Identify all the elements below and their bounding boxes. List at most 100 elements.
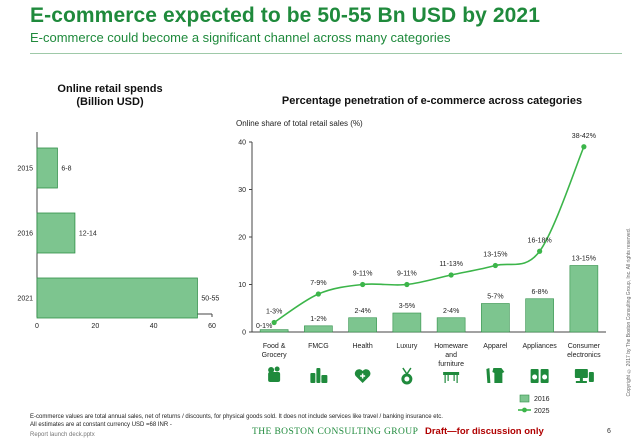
bar-2016 (569, 265, 599, 333)
page-title: E-commerce expected to be 50-55 Bn USD b… (30, 4, 540, 27)
bar-2016 (525, 298, 554, 333)
page-number: 6 (607, 428, 611, 435)
category-label: Luxury (396, 343, 418, 350)
category-label-line: furniture (438, 361, 464, 368)
legend-2025-label: 2025 (534, 408, 550, 415)
category-label: 2016 (17, 231, 33, 238)
y-tick-label: 40 (238, 140, 246, 147)
bar-2016-value-label: 1-2% (310, 316, 326, 323)
x-tick-label: 0 (35, 323, 39, 330)
appliances-washer-icon (530, 369, 549, 383)
category-label-line: Apparel (483, 343, 508, 350)
right-chart-title: Percentage penetration of e-commerce acr… (281, 95, 583, 107)
point-2025-value-label: 9-11% (353, 271, 373, 278)
y-tick-label: 10 (238, 282, 246, 289)
bar-value-label: 12-14 (79, 231, 97, 238)
bar-2016-value-label: 6-8% (531, 289, 547, 296)
point-2025 (404, 281, 410, 288)
x-tick-label: 60 (208, 323, 216, 330)
category-label: 2021 (17, 296, 33, 303)
apparel-clothes-icon (486, 368, 505, 383)
legend-2016-label: 2016 (534, 396, 550, 403)
bar-2016 (481, 303, 510, 333)
category-label-line: Health (353, 343, 373, 350)
point-2025-value-label: 9-11% (397, 271, 417, 278)
bar-2016-value-label: 3-5% (399, 303, 415, 310)
draft-label: Draft—for discussion only (425, 426, 544, 437)
point-2025 (492, 262, 498, 269)
y-tick-label: 20 (238, 235, 246, 242)
bar-2016-value-label: 5-7% (487, 294, 503, 301)
left-chart-title-line-2: (Billion USD) (76, 96, 144, 108)
category-label: 2015 (17, 166, 33, 173)
y-tick-label: 30 (238, 187, 246, 194)
category-label: Homeware and furniture (434, 343, 468, 368)
y-tick-label: 0 (242, 330, 246, 337)
point-2025-value-label: 11-13% (439, 261, 463, 268)
category-label: Consumer electronics (567, 343, 601, 359)
bar-2016-value-label: 2-4% (443, 308, 459, 315)
category-label: Apparel (483, 343, 508, 350)
bar-2016 (436, 317, 466, 333)
point-2025 (581, 144, 587, 150)
online-retail-spends-chart: 0 20 40 60 2015 6-8 2016 12-14 2021 50-55 (17, 132, 219, 330)
header-divider (30, 53, 622, 54)
page-subtitle: E-commerce could become a significant ch… (30, 30, 451, 45)
category-label-line: Food & (263, 343, 286, 350)
bar-2016 (259, 329, 289, 333)
category-label-line: Homeware (434, 343, 468, 350)
point-2025 (271, 319, 277, 326)
bar-value-label: 6-8 (61, 166, 71, 173)
ecommerce-penetration-chart: Online share of total retail sales (%) 0 1… (236, 119, 606, 415)
point-2025 (448, 272, 454, 278)
point-2025-value-label: 1-3% (266, 309, 282, 316)
point-2025 (360, 281, 366, 288)
x-tick-label: 40 (150, 323, 158, 330)
bar-2016 (392, 312, 422, 333)
point-2025-value-label: 38-42% (572, 133, 596, 140)
footnote-filename: Report launch deck.pptx (30, 432, 95, 438)
homeware-table-icon (443, 372, 460, 383)
point-2025 (315, 291, 321, 297)
category-label-line: Grocery (262, 352, 287, 359)
luxury-medal-icon (401, 367, 413, 385)
category-label-line: Luxury (396, 343, 418, 350)
fmcg-bottles-icon (310, 368, 328, 383)
company-logo-text: THE BOSTON CONSULTING GROUP (252, 427, 419, 437)
category-label: Appliances (523, 343, 558, 350)
bar-2016-value-label: 13-15% (572, 256, 596, 263)
point-2025 (537, 248, 543, 254)
electronics-devices-icon (574, 369, 594, 383)
bar-2016 (304, 325, 333, 333)
bar-2016-value-label: 2-4% (354, 308, 370, 315)
y-axis-title: Online share of total retail sales (%) (236, 119, 363, 128)
category-label-line: Consumer (568, 343, 601, 350)
category-label: FMCG (308, 343, 329, 350)
category-label: Health (353, 343, 373, 350)
legend-2025-marker (522, 407, 527, 413)
copyright-notice: Copyright © 2017 by The Boston Consultin… (626, 228, 632, 397)
footnote-2: All estimates are at constant currency U… (30, 422, 172, 428)
grocery-bag-icon (268, 366, 281, 382)
category-label-line: Appliances (523, 343, 558, 350)
bar-2016-value-label: 0-1% (256, 323, 272, 330)
legend-2016-swatch (519, 394, 530, 403)
point-2025-value-label: 16-18% (528, 237, 552, 244)
point-2025-value-label: 13-15% (483, 252, 507, 259)
bar-2016 (348, 317, 377, 333)
category-label-line: FMCG (308, 343, 329, 350)
line-2025 (273, 146, 585, 324)
left-chart-title-line-1: Online retail spends (57, 83, 163, 95)
bar-value-label: 50-55 (201, 296, 219, 303)
bar (36, 277, 198, 319)
category-label-line: electronics (567, 352, 601, 359)
x-tick-label: 20 (91, 323, 99, 330)
left-chart-title: Online retail spends (Billion USD) (30, 83, 190, 109)
footnote-1: E-commerce values are total annual sales… (30, 414, 443, 420)
bar (36, 147, 58, 189)
category-label-line: and (445, 352, 457, 359)
bar (36, 212, 76, 254)
category-label: Food & Grocery (262, 343, 287, 359)
health-cross-icon (354, 369, 371, 383)
point-2025-value-label: 7-9% (310, 280, 326, 287)
